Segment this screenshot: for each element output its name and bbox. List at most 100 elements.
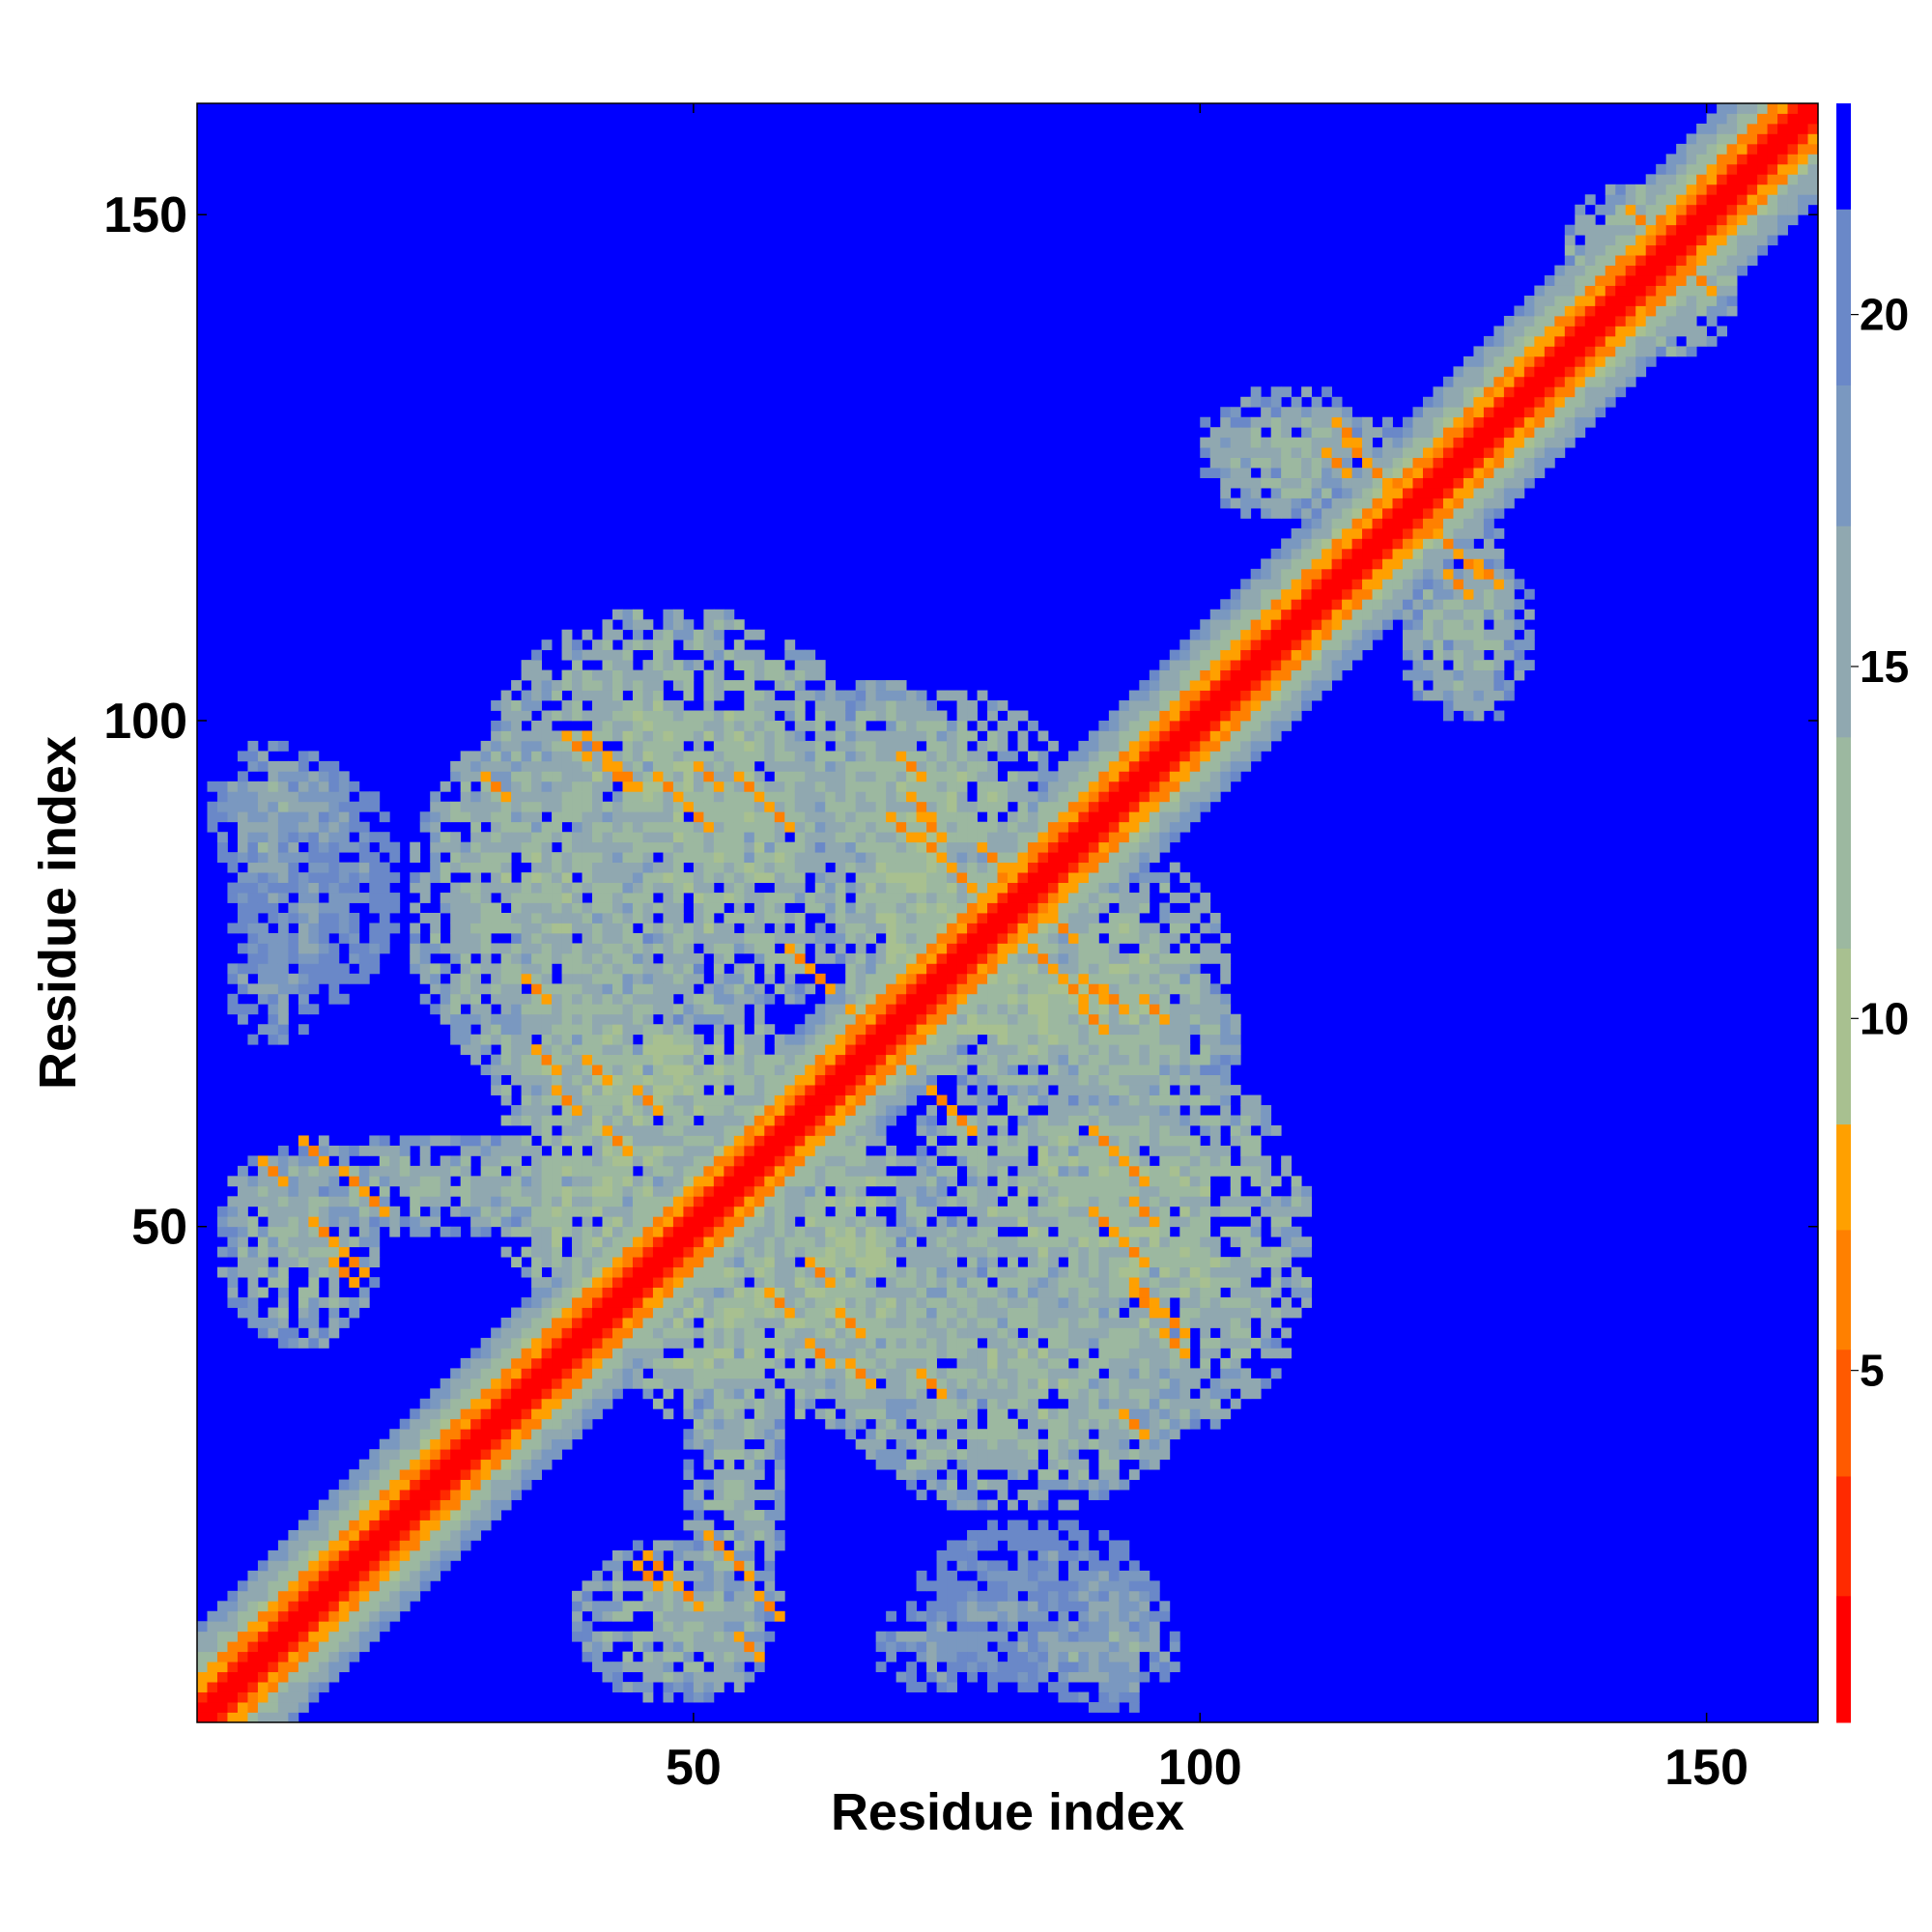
heatmap-cell	[247, 1671, 259, 1683]
heatmap-cell	[602, 821, 613, 833]
heatmap-cell	[703, 1378, 715, 1389]
heatmap-cell	[693, 1438, 704, 1450]
heatmap-cell	[672, 1631, 684, 1642]
heatmap-cell	[916, 720, 927, 731]
heatmap-cell	[622, 932, 634, 944]
heatmap-cell	[835, 952, 846, 964]
heatmap-cell	[227, 993, 239, 1005]
heatmap-cell	[926, 1580, 937, 1592]
heatmap-cell	[886, 801, 897, 812]
heatmap-cell	[916, 1438, 927, 1450]
heatmap-cell	[683, 1216, 695, 1228]
heatmap-cell	[947, 1641, 957, 1653]
heatmap-cell	[500, 882, 512, 894]
heatmap-cell	[470, 1013, 482, 1025]
heatmap-cell	[632, 1216, 643, 1228]
heatmap-cell	[500, 791, 512, 803]
heatmap-cell	[703, 1520, 715, 1531]
heatmap-cell	[744, 1529, 755, 1541]
heatmap-cell	[318, 1560, 329, 1572]
heatmap-cell	[531, 771, 542, 782]
heatmap-cell	[247, 862, 259, 873]
heatmap-cell	[632, 821, 643, 833]
heatmap-cell	[611, 710, 623, 722]
heatmap-cell	[693, 1135, 704, 1147]
heatmap-cell	[268, 973, 279, 984]
heatmap-cell	[582, 669, 593, 681]
heatmap-cell	[602, 811, 613, 823]
heatmap-cell	[632, 1004, 643, 1015]
heatmap-cell	[338, 932, 350, 944]
heatmap-cell	[632, 801, 643, 812]
heatmap-cell	[237, 1185, 248, 1197]
heatmap-cell	[835, 1054, 846, 1065]
heatmap-cell	[683, 872, 695, 883]
heatmap-cell	[855, 1216, 867, 1228]
heatmap-cell	[916, 1206, 927, 1217]
heatmap-cell	[936, 1297, 948, 1308]
heatmap-cell	[895, 1318, 907, 1328]
heatmap-cell	[693, 1429, 704, 1440]
heatmap-cell	[875, 832, 887, 843]
heatmap-cell	[875, 730, 887, 742]
heatmap-cell	[440, 811, 451, 823]
heatmap-cell	[298, 1004, 309, 1015]
heatmap-cell	[774, 1165, 785, 1177]
heatmap-cell	[358, 1165, 370, 1177]
heatmap-cell	[470, 1206, 482, 1217]
heatmap-cell	[724, 1459, 735, 1470]
heatmap-cell	[926, 730, 937, 742]
heatmap-cell	[724, 1297, 735, 1308]
heatmap-cell	[440, 1013, 451, 1025]
heatmap-cell	[744, 1226, 755, 1237]
heatmap-cell	[906, 943, 918, 954]
heatmap-cell	[511, 1185, 522, 1197]
heatmap-cell	[774, 1277, 785, 1288]
heatmap-cell	[855, 852, 867, 864]
heatmap-cell	[906, 1085, 918, 1095]
heatmap-cell	[784, 973, 796, 984]
heatmap-cell	[602, 952, 613, 964]
heatmap-cell	[440, 1185, 451, 1197]
heatmap-cell	[470, 862, 482, 873]
heatmap-cell	[916, 913, 927, 923]
heatmap-cell	[805, 1013, 816, 1025]
heatmap-cell	[338, 1662, 350, 1673]
heatmap-cell	[572, 1601, 582, 1612]
heatmap-cell	[947, 1165, 957, 1177]
heatmap-cell	[379, 1459, 390, 1470]
heatmap-cell	[298, 1337, 309, 1349]
heatmap-cell	[672, 1094, 684, 1106]
heatmap-cell	[663, 932, 674, 944]
heatmap-cell	[318, 1580, 329, 1592]
heatmap-cell	[298, 852, 309, 864]
heatmap-cell	[430, 1469, 441, 1481]
heatmap-cell	[379, 1196, 390, 1208]
heatmap-cell	[663, 1590, 674, 1602]
heatmap-cell	[419, 1540, 431, 1551]
heatmap-cell	[480, 1155, 492, 1167]
heatmap-cell	[825, 751, 837, 762]
heatmap-cell	[430, 1165, 441, 1177]
heatmap-cell	[500, 993, 512, 1005]
heatmap-cell	[611, 963, 623, 975]
heatmap-cell	[672, 751, 684, 762]
heatmap-cell	[805, 690, 816, 701]
heatmap-cell	[298, 1601, 309, 1612]
heatmap-cell	[875, 1094, 887, 1106]
heatmap-cell	[632, 1257, 643, 1268]
heatmap-cell	[561, 669, 573, 681]
heatmap-cell	[753, 1176, 765, 1187]
heatmap-cell	[693, 1226, 704, 1237]
heatmap-cell	[491, 1185, 502, 1197]
heatmap-cell	[277, 801, 289, 812]
heatmap-cell	[784, 963, 796, 975]
heatmap-cell	[298, 1297, 309, 1308]
heatmap-cell	[733, 751, 745, 762]
heatmap-cell	[906, 1257, 918, 1268]
heatmap-cell	[288, 1601, 299, 1612]
heatmap-cell	[318, 1155, 329, 1167]
heatmap-cell	[572, 1105, 582, 1116]
heatmap-cell	[480, 1013, 492, 1025]
heatmap-cell	[916, 1631, 927, 1642]
